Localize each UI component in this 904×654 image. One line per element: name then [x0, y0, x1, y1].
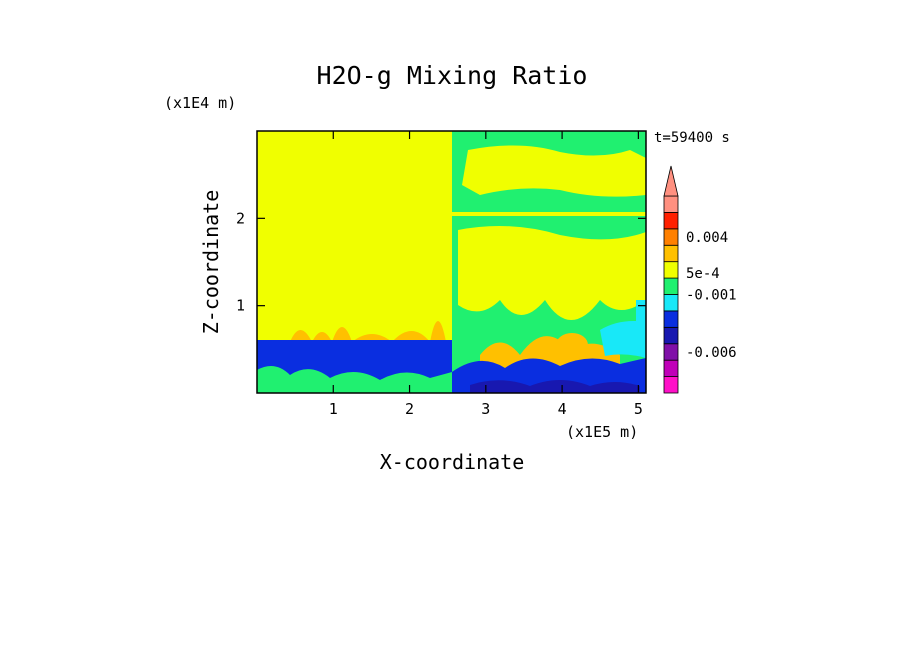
- colorbar-label-1: -0.001: [686, 288, 737, 304]
- y-tick-label-0: 1: [236, 297, 245, 315]
- colorbar-swatch-10: [663, 212, 679, 230]
- colorbar-label-2: 5e-4: [686, 266, 720, 282]
- y-axis-ticks: 12: [236, 209, 646, 315]
- x-tick-label-1: 2: [405, 400, 414, 418]
- colorbar: -0.006 -0.001 5e-4 0.004: [663, 165, 737, 394]
- colorbar-swatch-11: [663, 195, 679, 213]
- colorbar-swatch-9: [663, 228, 679, 246]
- field-right-dark-blue-cores: [470, 380, 640, 393]
- colorbar-swatch-0: [663, 376, 679, 394]
- chart-title: H2O-g Mixing Ratio: [317, 61, 588, 90]
- field-right-cyan-patches: [600, 321, 646, 358]
- y-tick-label-1: 2: [236, 209, 245, 227]
- colorbar-swatch-1: [663, 359, 679, 377]
- colorbar-label-0: -0.006: [686, 345, 737, 361]
- colorbar-swatch-5: [663, 294, 679, 312]
- heatmap-field: [257, 131, 646, 393]
- x-tick-label-2: 3: [481, 400, 490, 418]
- x-tick-label-4: 5: [634, 400, 643, 418]
- x-tick-label-0: 1: [329, 400, 338, 418]
- colorbar-swatch-7: [663, 261, 679, 279]
- field-right-mid-moist-band: [458, 226, 646, 320]
- x-axis-label: X-coordinate: [380, 450, 525, 474]
- x-axis-ticks: 1 2 3 4 5: [329, 131, 643, 418]
- field-right-thin-band: [452, 212, 646, 216]
- time-label: t=59400 s: [654, 130, 730, 146]
- colorbar-swatch-6: [663, 277, 679, 295]
- field-orange-blob: [556, 333, 588, 357]
- colorbar-swatch-3: [663, 326, 679, 345]
- field-right-cyan-edge: [636, 300, 646, 330]
- x-tick-label-3: 4: [558, 400, 567, 418]
- colorbar-swatch-4: [663, 310, 679, 328]
- colorbar-label-3: 0.004: [686, 230, 728, 246]
- y-unit-label: (x1E4 m): [164, 94, 236, 112]
- field-orange-plume-left: [290, 321, 446, 342]
- y-axis-label: Z-coordinate: [199, 190, 223, 335]
- x-unit-label: (x1E5 m): [566, 423, 638, 441]
- field-left-lower-green-patches: [257, 366, 452, 393]
- plot-frame: [256, 130, 647, 394]
- colorbar-swatch-8: [663, 244, 679, 263]
- colorbar-extend-arrow: [663, 165, 679, 197]
- field-right-upper-moist-band: [462, 145, 646, 197]
- colorbar-swatch-2: [663, 343, 679, 361]
